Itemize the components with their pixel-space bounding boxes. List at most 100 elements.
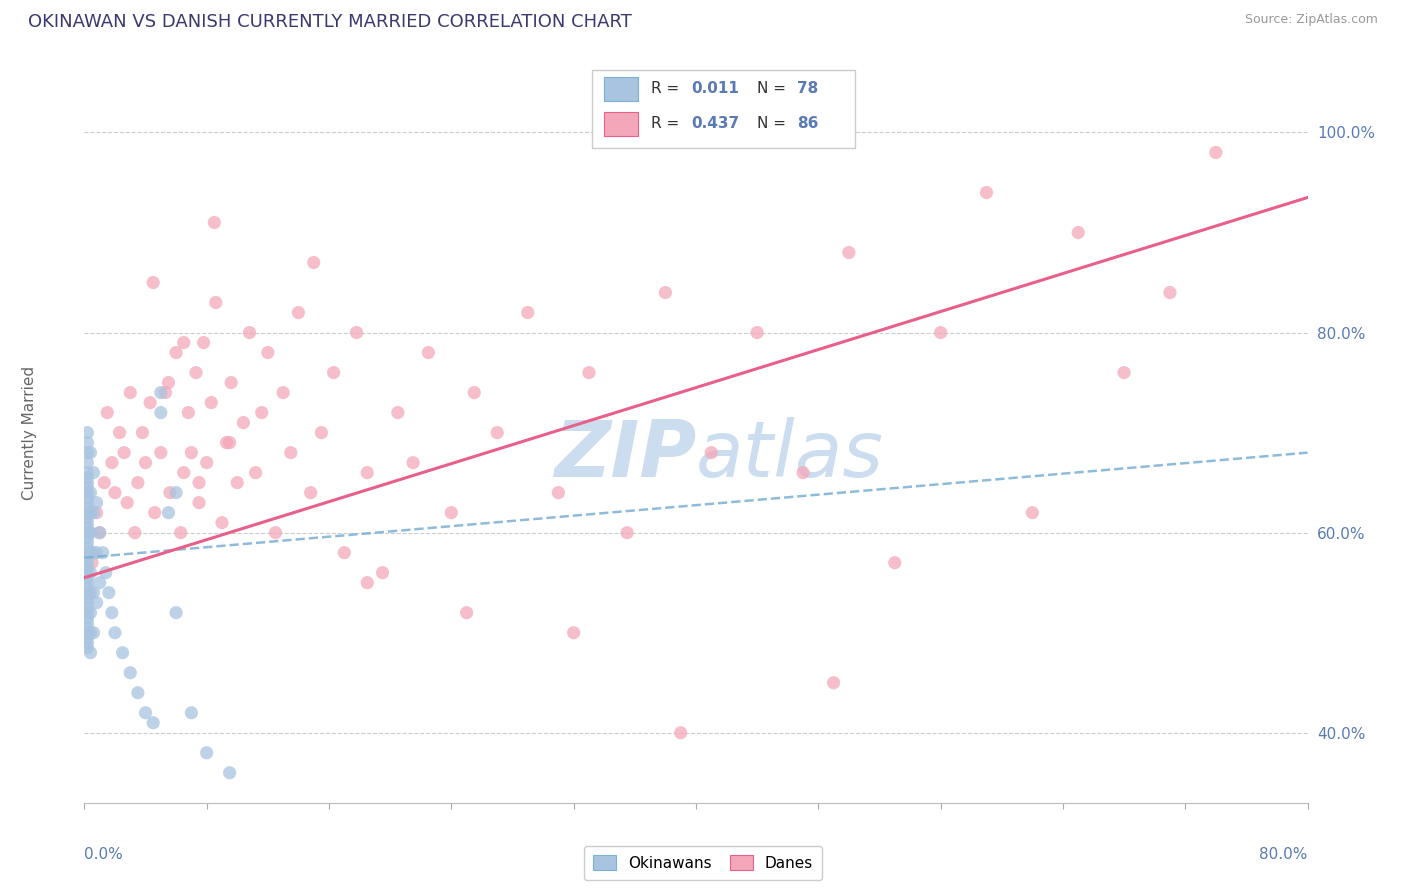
Point bbox=[89, 525, 111, 540]
Point bbox=[76, 506, 98, 520]
Point bbox=[333, 546, 356, 560]
Point bbox=[83, 466, 105, 480]
Point bbox=[232, 416, 254, 430]
Point bbox=[1021, 506, 1043, 520]
Point bbox=[218, 765, 240, 780]
Point bbox=[322, 366, 344, 380]
Point bbox=[76, 525, 98, 540]
Point bbox=[250, 406, 273, 420]
Point bbox=[76, 596, 98, 610]
Point bbox=[76, 470, 98, 484]
FancyBboxPatch shape bbox=[592, 70, 855, 147]
Point bbox=[219, 376, 242, 390]
FancyBboxPatch shape bbox=[605, 77, 638, 101]
Point bbox=[76, 575, 98, 590]
Point bbox=[1067, 226, 1090, 240]
Point bbox=[79, 525, 101, 540]
Point bbox=[211, 516, 233, 530]
Point bbox=[418, 345, 440, 359]
Point bbox=[562, 625, 585, 640]
Point bbox=[76, 445, 98, 459]
Point bbox=[76, 560, 98, 574]
Point bbox=[76, 510, 98, 524]
Point bbox=[149, 406, 172, 420]
Point bbox=[76, 610, 98, 624]
Point bbox=[86, 506, 108, 520]
Point bbox=[93, 475, 115, 490]
Point bbox=[700, 445, 723, 459]
Point bbox=[76, 585, 98, 599]
Point bbox=[1159, 285, 1181, 300]
Point bbox=[883, 556, 905, 570]
Point bbox=[79, 506, 101, 520]
Point bbox=[202, 215, 225, 229]
Text: N =: N = bbox=[758, 116, 792, 131]
Point bbox=[104, 625, 127, 640]
Point bbox=[79, 485, 101, 500]
Point bbox=[76, 636, 98, 650]
Point bbox=[188, 496, 211, 510]
Point bbox=[79, 625, 101, 640]
Point bbox=[838, 245, 860, 260]
Point bbox=[94, 566, 117, 580]
Point bbox=[402, 456, 425, 470]
Text: 0.011: 0.011 bbox=[692, 81, 740, 95]
Point bbox=[218, 435, 240, 450]
Point bbox=[76, 566, 98, 580]
Point bbox=[654, 285, 676, 300]
Point bbox=[356, 466, 378, 480]
FancyBboxPatch shape bbox=[605, 112, 638, 136]
Point bbox=[200, 395, 222, 409]
Point bbox=[173, 466, 195, 480]
Point bbox=[76, 521, 98, 535]
Point bbox=[86, 596, 108, 610]
Point bbox=[616, 525, 638, 540]
Point bbox=[142, 715, 165, 730]
Point bbox=[79, 606, 101, 620]
Point bbox=[929, 326, 952, 340]
Point bbox=[76, 615, 98, 630]
Point bbox=[238, 326, 260, 340]
Point bbox=[547, 485, 569, 500]
Point bbox=[76, 550, 98, 565]
Point bbox=[101, 456, 124, 470]
Point bbox=[299, 485, 322, 500]
Point bbox=[120, 665, 142, 680]
Point bbox=[180, 706, 202, 720]
Text: 0.0%: 0.0% bbox=[84, 847, 124, 863]
Point bbox=[271, 385, 294, 400]
Point bbox=[76, 541, 98, 555]
Point bbox=[76, 625, 98, 640]
Point bbox=[440, 506, 463, 520]
Point bbox=[346, 326, 368, 340]
Point bbox=[165, 606, 187, 620]
Point bbox=[188, 475, 211, 490]
Point bbox=[83, 506, 105, 520]
Point bbox=[149, 385, 172, 400]
Point bbox=[97, 585, 120, 599]
Point bbox=[486, 425, 509, 440]
Point bbox=[157, 376, 180, 390]
Point bbox=[195, 456, 218, 470]
Text: OKINAWAN VS DANISH CURRENTLY MARRIED CORRELATION CHART: OKINAWAN VS DANISH CURRENTLY MARRIED COR… bbox=[28, 13, 631, 31]
Text: 0.437: 0.437 bbox=[692, 116, 740, 131]
Point bbox=[245, 466, 267, 480]
Point bbox=[76, 531, 98, 545]
Point bbox=[79, 445, 101, 459]
Point bbox=[264, 525, 287, 540]
Point bbox=[76, 535, 98, 549]
Point bbox=[165, 345, 187, 359]
Point bbox=[76, 496, 98, 510]
Point bbox=[578, 366, 600, 380]
Point bbox=[456, 606, 478, 620]
Text: 86: 86 bbox=[797, 116, 818, 131]
Point bbox=[108, 425, 131, 440]
Text: ZIP: ZIP bbox=[554, 417, 696, 493]
Point bbox=[111, 646, 134, 660]
Point bbox=[287, 305, 309, 319]
Point bbox=[76, 621, 98, 635]
Point bbox=[112, 445, 135, 459]
Point bbox=[76, 631, 98, 645]
Point bbox=[669, 725, 692, 739]
Point bbox=[76, 591, 98, 605]
